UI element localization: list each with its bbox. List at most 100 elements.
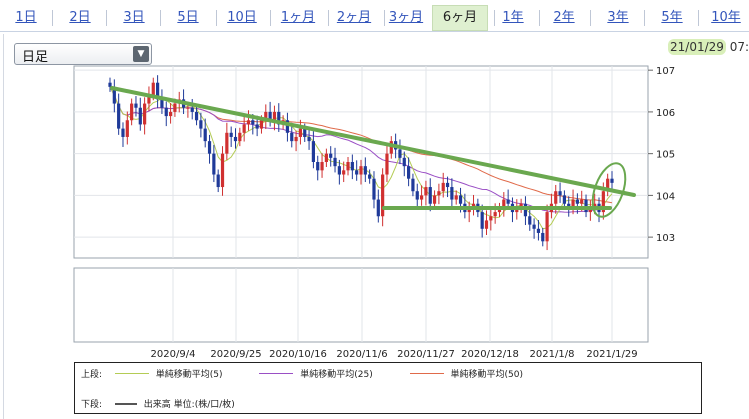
candle-body	[194, 111, 199, 121]
tab-2[interactable]: 3日	[123, 10, 145, 25]
candle-body	[355, 170, 359, 175]
candle-body	[441, 182, 445, 192]
tab-5[interactable]: 1ヶ月	[280, 10, 316, 25]
candle-body	[220, 153, 225, 188]
candle-body	[112, 86, 116, 104]
tab-separator	[698, 10, 699, 26]
tab-9[interactable]: 1年	[502, 10, 524, 25]
candle-body	[264, 111, 268, 121]
x-tick-label: 2020/11/6	[336, 349, 387, 360]
x-tick-label: 2020/9/25	[210, 349, 261, 360]
candle-body	[593, 203, 597, 208]
candle-period-value: 日足	[22, 50, 49, 65]
candle-body	[359, 166, 363, 175]
timestamp-date: 21/01/29	[668, 39, 726, 55]
candle-body	[298, 128, 303, 137]
y-tick-label: 104	[656, 191, 675, 202]
legend-ma25-label: 単純移動平均(25)	[300, 370, 373, 380]
tab-1[interactable]: 2日	[69, 10, 91, 25]
tab-separator	[52, 10, 53, 26]
legend-ma5-label: 単純移動平均(5)	[155, 370, 223, 380]
tab-3[interactable]: 5日	[177, 10, 199, 25]
candle-body	[519, 203, 523, 208]
chart-panel	[3, 34, 749, 419]
candle-body	[402, 157, 406, 167]
candle-body	[493, 212, 497, 217]
legend-ma50-label: 単純移動平均(50)	[450, 370, 524, 380]
candle-body	[407, 166, 411, 179]
candle-body	[363, 166, 367, 175]
candle-body	[428, 187, 432, 204]
volume-pane	[73, 267, 649, 343]
tab-8[interactable]: 6ヶ月	[432, 5, 488, 31]
trendline-resistance	[110, 86, 636, 197]
legend-lower-label: 下段:	[81, 400, 103, 410]
candle-body	[584, 199, 588, 213]
legend-lower-row: 下段: 出来高 単位:(株/口/枚)	[81, 397, 235, 410]
candle-body	[545, 212, 549, 242]
dropdown-arrow-icon[interactable]: ▼	[133, 46, 149, 62]
candle-body	[160, 99, 164, 108]
y-tick-label: 107	[656, 66, 675, 77]
legend-upper-row: 上段: 単純移動平均(5) 単純移動平均(25) 単純移動平均(50)	[81, 367, 523, 380]
tab-separator	[590, 10, 591, 26]
timestamp-time: 07:2	[729, 40, 749, 54]
candle-body	[285, 120, 290, 133]
candle-body	[506, 199, 510, 204]
candle-body	[575, 199, 579, 204]
candle-body	[190, 107, 194, 112]
annotation-circle	[591, 162, 627, 218]
candle-body	[233, 136, 238, 142]
tabs-underline	[0, 31, 749, 32]
candle-body	[368, 174, 372, 179]
tab-11[interactable]: 3年	[607, 10, 629, 25]
candle-body	[450, 187, 454, 200]
tab-separator	[494, 10, 495, 26]
legend-ma5-swatch	[114, 373, 149, 374]
tab-6[interactable]: 2ヶ月	[336, 10, 372, 25]
tab-separator	[644, 10, 645, 26]
candle-period-select[interactable]: 日足 ▼	[14, 43, 152, 65]
candle-body	[471, 203, 476, 208]
tab-7[interactable]: 3ヶ月	[388, 10, 424, 25]
candle-body	[203, 128, 207, 142]
x-tick-label: 2021/1/8	[530, 349, 575, 360]
tab-4[interactable]: 10日	[227, 10, 257, 25]
x-tick-label: 2020/9/4	[151, 349, 196, 360]
candle-body	[164, 107, 168, 117]
candle-body	[251, 120, 255, 125]
tab-separator	[160, 10, 161, 26]
candle-body	[225, 132, 229, 154]
candle-body	[337, 166, 341, 175]
candle-body	[216, 174, 220, 188]
candle-body	[134, 103, 138, 108]
y-tick-label: 103	[656, 233, 675, 244]
candle-body	[432, 195, 437, 204]
candle-body	[307, 136, 311, 142]
tab-12[interactable]: 5年	[661, 10, 683, 25]
tab-separator	[106, 10, 107, 26]
candle-body	[199, 120, 203, 129]
candle-body	[311, 141, 315, 162]
candle-body	[532, 224, 536, 229]
candle-body	[484, 220, 489, 229]
candle-body	[580, 199, 584, 204]
legend-volume-label: 出来高 単位:(株/口/枚)	[143, 400, 235, 410]
tab-0[interactable]: 1日	[15, 10, 37, 25]
y-tick-label: 106	[656, 108, 675, 119]
tab-10[interactable]: 2年	[553, 10, 575, 25]
chart-legend: 上段: 単純移動平均(5) 単純移動平均(25) 単純移動平均(50) 下段: …	[74, 362, 702, 414]
candle-body	[567, 203, 571, 208]
legend-ma25-swatch	[259, 373, 294, 374]
candle-body	[571, 199, 575, 208]
tab-separator	[216, 10, 217, 26]
tab-13[interactable]: 10年	[711, 10, 741, 25]
candle-body	[389, 141, 393, 154]
candle-body	[186, 107, 190, 109]
x-tick-label: 2021/1/29	[586, 349, 637, 360]
candle-body	[333, 157, 337, 167]
candle-body	[324, 153, 328, 162]
candle-body	[290, 132, 294, 142]
candle-body	[610, 178, 614, 183]
tab-separator	[270, 10, 271, 26]
